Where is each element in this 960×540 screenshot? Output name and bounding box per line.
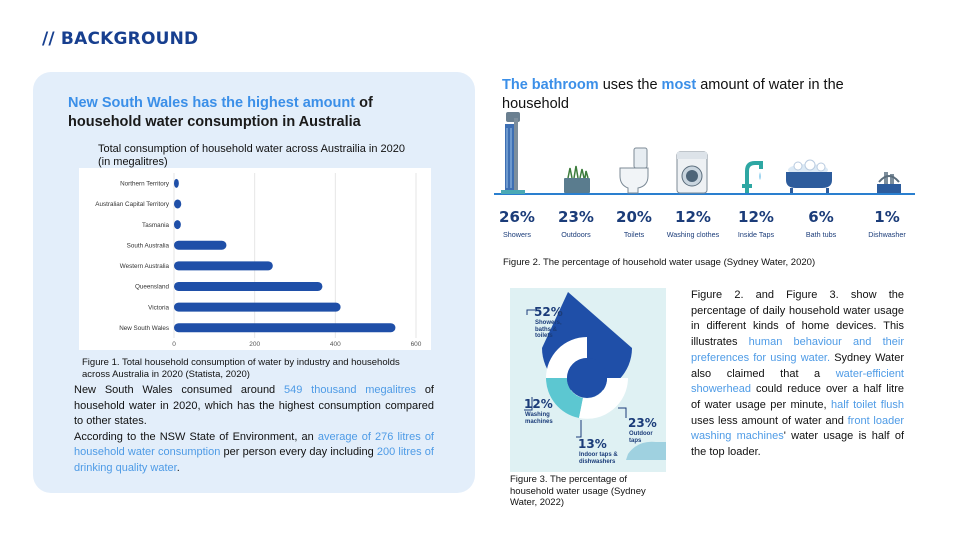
bar-chart: 0 200 400 600 Northern Territory Australian C… bbox=[79, 168, 431, 350]
panel-heading-rest: of household water consumption in Austra… bbox=[68, 95, 373, 130]
heading-highlight-most: most bbox=[661, 77, 697, 93]
usage-pct-washing: 12% bbox=[675, 208, 711, 226]
usage-icons bbox=[494, 112, 915, 195]
para1-text-b: of household water in 2020, which has th… bbox=[74, 384, 434, 427]
ring-segment-washing bbox=[546, 337, 587, 378]
leader-line-12 bbox=[524, 397, 533, 411]
right-body-text: Figure 2. and Figure 3. show the percent… bbox=[691, 288, 904, 461]
chart-bar-5 bbox=[174, 281, 323, 291]
heading-text-a: uses the bbox=[598, 77, 662, 93]
infographic-svg bbox=[524, 292, 666, 460]
chart-x-tick-2: 400 bbox=[330, 341, 341, 348]
toilet-icon bbox=[619, 147, 649, 194]
chart-category-label-3: South Australia bbox=[127, 242, 170, 249]
infographic-pct-23: 23% bbox=[628, 416, 657, 430]
tap-icon bbox=[742, 161, 763, 193]
usage-label-showers: Showers bbox=[503, 230, 531, 239]
heading-text-b: amount of water in the household bbox=[502, 77, 844, 112]
usage-label-washing: Washing clothes bbox=[666, 230, 720, 239]
figure2-caption: Figure 2. The percentage of household wa… bbox=[503, 257, 816, 268]
para2-highlight-a: average of 276 litres of household water… bbox=[74, 430, 434, 459]
infographic-label-23: Outdoor taps bbox=[629, 431, 653, 444]
body2-highlight-front-loader: front loader washing machines bbox=[691, 414, 904, 443]
body2-text-a: Figure 2. and Figure 3. show the percent… bbox=[691, 289, 904, 349]
washing-machine-icon bbox=[676, 151, 708, 194]
wave-decoration bbox=[626, 441, 666, 460]
usage-label-bathtubs: Bath tubs bbox=[805, 230, 837, 239]
chart-category-label-6: Victoria bbox=[148, 304, 169, 311]
dishwasher-icon bbox=[877, 172, 901, 193]
panel-heading-highlight: New South Wales has the highest amount bbox=[68, 95, 356, 111]
chart-category-label-2: Tasmania bbox=[142, 222, 169, 229]
bathroom-heading: The bathroom uses the most amount of wat… bbox=[502, 76, 892, 114]
usage-label-dishwasher: Dishwasher bbox=[868, 230, 906, 239]
chart-x-tick-0: 0 bbox=[172, 341, 176, 348]
chart-category-label-5: Queensland bbox=[135, 284, 169, 291]
para1-text-a: New South Wales consumed around bbox=[74, 384, 284, 396]
infographic-pct-52: 52% bbox=[534, 305, 563, 319]
infographic-pct-12: 12% bbox=[524, 397, 553, 411]
para2-text-c: . bbox=[176, 461, 180, 474]
chart-bar-2 bbox=[174, 220, 181, 230]
body2-text-d: uses less amount of water and bbox=[691, 414, 848, 427]
body2-highlight-showerhead: water-efficient showerhead bbox=[691, 367, 904, 396]
leader-line-13 bbox=[576, 420, 582, 438]
chart-x-tick-3: 600 bbox=[411, 341, 422, 348]
para2-text-b: per person every day including bbox=[220, 446, 377, 458]
ring-hole bbox=[567, 358, 607, 398]
chart-bar-1 bbox=[174, 199, 182, 209]
usage-pct-taps: 12% bbox=[738, 208, 774, 226]
usage-label-toilets: Toilets bbox=[623, 230, 645, 239]
body2-highlight-flush: half toilet flush bbox=[831, 398, 904, 411]
body2-text-e: ' water usage is half of the top loader. bbox=[691, 430, 904, 459]
para2-highlight-b: 200 litres of drinking quality water bbox=[74, 446, 434, 474]
usage-pct-toilets: 20% bbox=[616, 208, 652, 226]
usage-label-taps: Inside Taps bbox=[737, 230, 775, 239]
leader-line-52 bbox=[526, 309, 535, 315]
section-title: // BACKGROUND bbox=[42, 29, 199, 49]
paragraph-consumption: New South Wales consumed around 549 thou… bbox=[74, 383, 434, 430]
usage-label-outdoors: Outdoors bbox=[561, 230, 591, 239]
infographic-label-13: Indoor taps & dishwashers bbox=[579, 452, 618, 465]
chart-bar-7 bbox=[174, 323, 396, 333]
left-body-text: New South Wales consumed around 549 thou… bbox=[74, 383, 434, 476]
chart-category-label-4: Western Australia bbox=[120, 263, 170, 270]
infographic-label-52: Showers, baths & toilets bbox=[535, 320, 562, 339]
leader-line-23 bbox=[618, 407, 627, 418]
body2-text-b: Sydney Water also claimed that a bbox=[691, 351, 904, 380]
chart-category-label-7: New South Wales bbox=[119, 325, 169, 332]
chart-title: Total consumption of household water acr… bbox=[98, 143, 405, 168]
chart-category-label-1: Australian Capital Territory bbox=[95, 201, 170, 208]
ring-segment-indoor bbox=[546, 378, 583, 418]
shower-icon bbox=[501, 112, 525, 194]
chart-x-tick-1: 200 bbox=[249, 341, 260, 348]
para1-highlight: 549 thousand megalitres bbox=[284, 384, 416, 396]
garden-icon bbox=[564, 165, 590, 193]
water-drop-infographic: 52% Showers, baths & toilets 12% Washing… bbox=[510, 288, 666, 472]
heading-highlight-bathroom: The bathroom bbox=[502, 77, 599, 93]
chart-bar-6 bbox=[174, 302, 341, 312]
chart-svg: 0 200 400 600 Northern Territory Australian C… bbox=[95, 173, 422, 348]
ring-segment-outdoor bbox=[579, 378, 628, 419]
usage-pct-outdoors: 23% bbox=[558, 208, 594, 226]
figure1-caption: Figure 1. Total household consumption of… bbox=[82, 357, 400, 380]
chart-bar-4 bbox=[174, 261, 273, 271]
panel-heading: New South Wales has the highest amount o… bbox=[68, 94, 408, 132]
usage-pct-showers: 26% bbox=[499, 208, 535, 226]
infographic-label-12: Washing machines bbox=[525, 412, 553, 425]
body2-highlight-behaviour: human behaviour and their preferences fo… bbox=[691, 336, 904, 364]
figure3-caption: Figure 3. The percentage of household wa… bbox=[510, 474, 646, 508]
chart-bar-3 bbox=[174, 240, 227, 250]
body2-text-c: could reduce over a half litre of water … bbox=[691, 383, 904, 411]
paragraph-nsw-state: According to the NSW State of Environmen… bbox=[74, 430, 434, 477]
chart-category-label-0: Northern Territory bbox=[120, 181, 170, 188]
usage-pct-dishwasher: 1% bbox=[874, 208, 900, 226]
para2-text-a: According to the NSW State of Environmen… bbox=[74, 430, 318, 443]
usage-pct-bathtubs: 6% bbox=[808, 208, 834, 226]
bathtub-icon bbox=[786, 159, 832, 193]
chart-bar-0 bbox=[174, 178, 179, 188]
infographic-pct-13: 13% bbox=[578, 437, 607, 451]
